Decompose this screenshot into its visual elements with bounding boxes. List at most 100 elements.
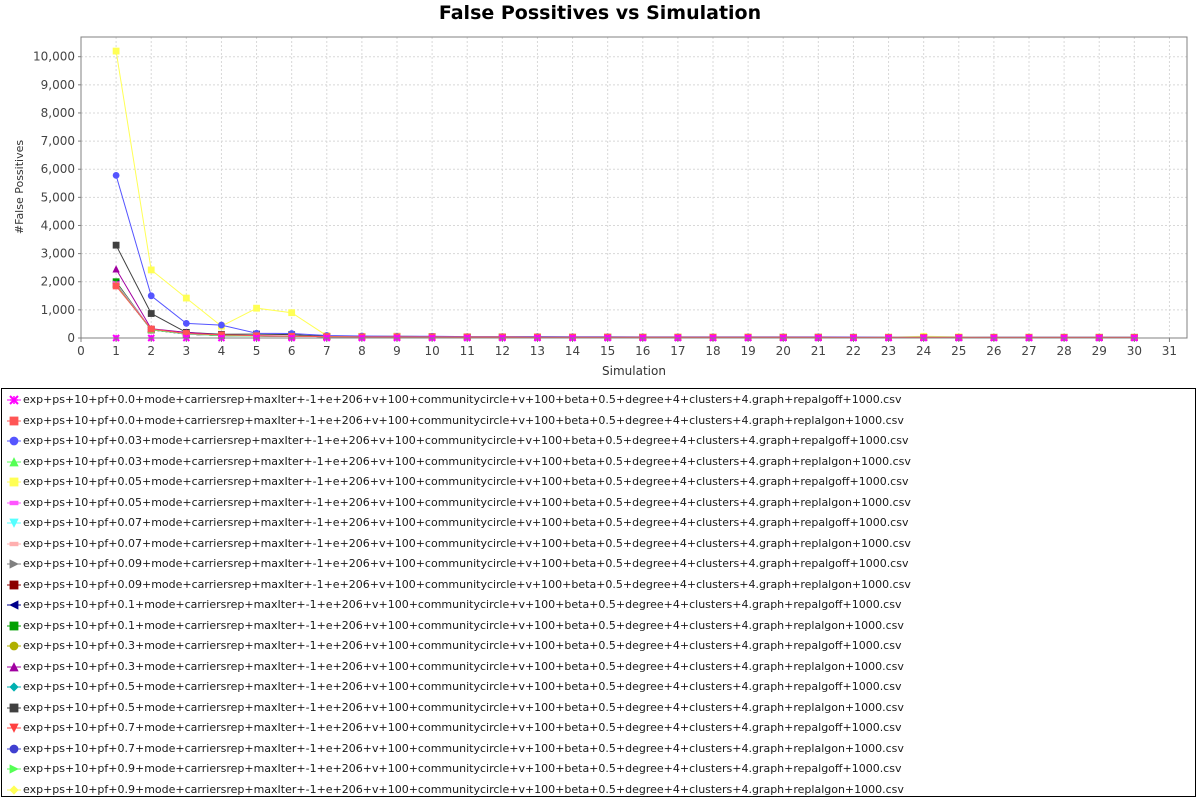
legend-swatch-icon	[7, 641, 21, 651]
x-tick-label: 22	[846, 344, 861, 358]
x-tick-label: 7	[323, 344, 331, 358]
legend-label: exp+ps+10+pf+0.07+mode+carriersrep+maxIt…	[23, 516, 909, 529]
data-point	[218, 321, 225, 329]
legend-label: exp+ps+10+pf+0.0+mode+carriersrep+maxIte…	[23, 393, 902, 406]
y-tick-label: 0	[67, 331, 75, 345]
legend-label: exp+ps+10+pf+0.5+mode+carriersrep+maxIte…	[23, 700, 904, 714]
x-tick-label: 30	[1127, 344, 1142, 358]
legend-swatch-icon	[7, 395, 21, 405]
legend-swatch-icon	[7, 456, 21, 466]
legend-swatch-icon	[7, 764, 21, 774]
data-point	[112, 265, 120, 273]
y-tick-label: 2,000	[41, 275, 75, 289]
data-point	[9, 477, 19, 487]
legend-label: exp+ps+10+pf+0.05+mode+carriersrep+maxIt…	[23, 495, 911, 509]
x-tick-label: 18	[705, 344, 720, 358]
legend-swatch-icon	[7, 580, 21, 589]
x-tick-label: 28	[1056, 344, 1071, 358]
legend-swatch-icon	[7, 784, 21, 795]
legend-swatch-icon	[7, 600, 21, 610]
x-tick-label: 13	[530, 344, 545, 358]
data-point	[9, 500, 19, 505]
data-point	[147, 292, 155, 300]
x-tick-label: 24	[916, 344, 931, 358]
x-tick-label: 14	[565, 344, 580, 358]
x-tick-label: 31	[1162, 344, 1177, 358]
legend-label: exp+ps+10+pf+0.1+mode+carriersrep+maxIte…	[23, 618, 904, 632]
legend-swatch-icon	[7, 500, 21, 505]
legend-label: exp+ps+10+pf+0.1+mode+carriersrep+maxIte…	[23, 598, 902, 611]
data-point	[9, 744, 19, 753]
data-point	[112, 282, 120, 290]
legend-swatch-icon	[7, 682, 21, 692]
data-point	[9, 580, 19, 589]
legend-swatch-icon	[7, 541, 21, 546]
data-point	[9, 641, 19, 651]
x-tick-label: 26	[986, 344, 1001, 358]
legend-label: exp+ps+10+pf+0.5+mode+carriersrep+maxIte…	[23, 680, 902, 693]
data-point	[9, 703, 19, 712]
legend-label: exp+ps+10+pf+0.09+mode+carriersrep+maxIt…	[23, 557, 909, 570]
data-point	[9, 723, 19, 733]
data-point	[9, 436, 19, 446]
data-point	[9, 456, 19, 466]
y-tick-label: 3,000	[41, 247, 75, 261]
legend-label: exp+ps+10+pf+0.03+mode+carriersrep+maxIt…	[23, 434, 909, 447]
chart-title: False Possitives vs Simulation	[438, 2, 762, 24]
data-point	[182, 294, 190, 302]
x-tick-label: 21	[811, 344, 826, 358]
data-point	[9, 784, 19, 795]
data-point	[9, 764, 19, 774]
x-tick-label: 15	[600, 344, 615, 358]
legend-label: exp+ps+10+pf+0.09+mode+carriersrep+maxIt…	[23, 577, 911, 591]
plot-area-background	[81, 37, 1187, 338]
legend-swatch-icon	[7, 436, 21, 446]
legend-label: exp+ps+10+pf+0.03+mode+carriersrep+maxIt…	[23, 454, 911, 468]
legend-label: exp+ps+10+pf+0.3+mode+carriersrep+maxIte…	[23, 639, 902, 652]
data-point	[112, 172, 120, 179]
x-tick-label: 25	[951, 344, 966, 358]
legend-label: exp+ps+10+pf+0.07+mode+carriersrep+maxIt…	[23, 536, 911, 550]
legend-label: exp+ps+10+pf+0.0+mode+carriersrep+maxIte…	[23, 413, 904, 427]
x-axis-label: Simulation	[602, 364, 666, 378]
data-point	[9, 541, 19, 546]
x-tick-label: 20	[776, 344, 791, 358]
data-point	[9, 682, 19, 692]
data-point	[112, 47, 120, 55]
y-tick-label: 9,000	[41, 78, 75, 92]
data-point	[9, 395, 19, 405]
legend-swatch-icon	[7, 621, 21, 630]
y-tick-label: 1,000	[41, 303, 75, 317]
x-tick-label: 17	[670, 344, 685, 358]
y-tick-label: 7,000	[41, 134, 75, 148]
chart-plot: 0 1,000 2,000 3,000 4,000 5,000 6,000 7,000 8,00…	[13, 36, 1188, 378]
legend-label: exp+ps+10+pf+0.7+mode+carriersrep+maxIte…	[23, 741, 904, 755]
x-tick-label: 10	[424, 344, 439, 358]
data-point	[182, 319, 190, 327]
legend-label: exp+ps+10+pf+0.9+mode+carriersrep+maxIte…	[23, 782, 904, 796]
data-point	[9, 600, 19, 610]
x-tick-label: 3	[183, 344, 191, 358]
data-point	[9, 559, 19, 569]
data-point	[112, 241, 120, 249]
legend-label: exp+ps+10+pf+0.05+mode+carriersrep+maxIt…	[23, 475, 909, 488]
x-tick-label: 11	[460, 344, 475, 358]
plot-area-border	[80, 36, 1188, 339]
y-tick-label: 5,000	[41, 190, 75, 204]
y-tick-label: 10,000	[33, 50, 75, 64]
x-tick-label: 16	[635, 344, 650, 358]
data-point	[147, 310, 155, 317]
data-point	[9, 416, 19, 425]
legend-swatch-icon	[7, 416, 21, 425]
x-tick-label: 23	[881, 344, 896, 358]
x-tick-label: 0	[77, 344, 85, 358]
x-tick-label: 9	[393, 344, 401, 358]
x-tick-label: 2	[147, 344, 155, 358]
legend-swatch-icon	[7, 703, 21, 712]
legend-label: exp+ps+10+pf+0.9+mode+carriersrep+maxIte…	[23, 762, 902, 775]
x-tick-label: 19	[740, 344, 755, 358]
data-point	[9, 661, 19, 671]
x-tick-label: 4	[218, 344, 226, 358]
y-tick-label: 4,000	[41, 218, 75, 232]
data-point	[288, 309, 296, 317]
